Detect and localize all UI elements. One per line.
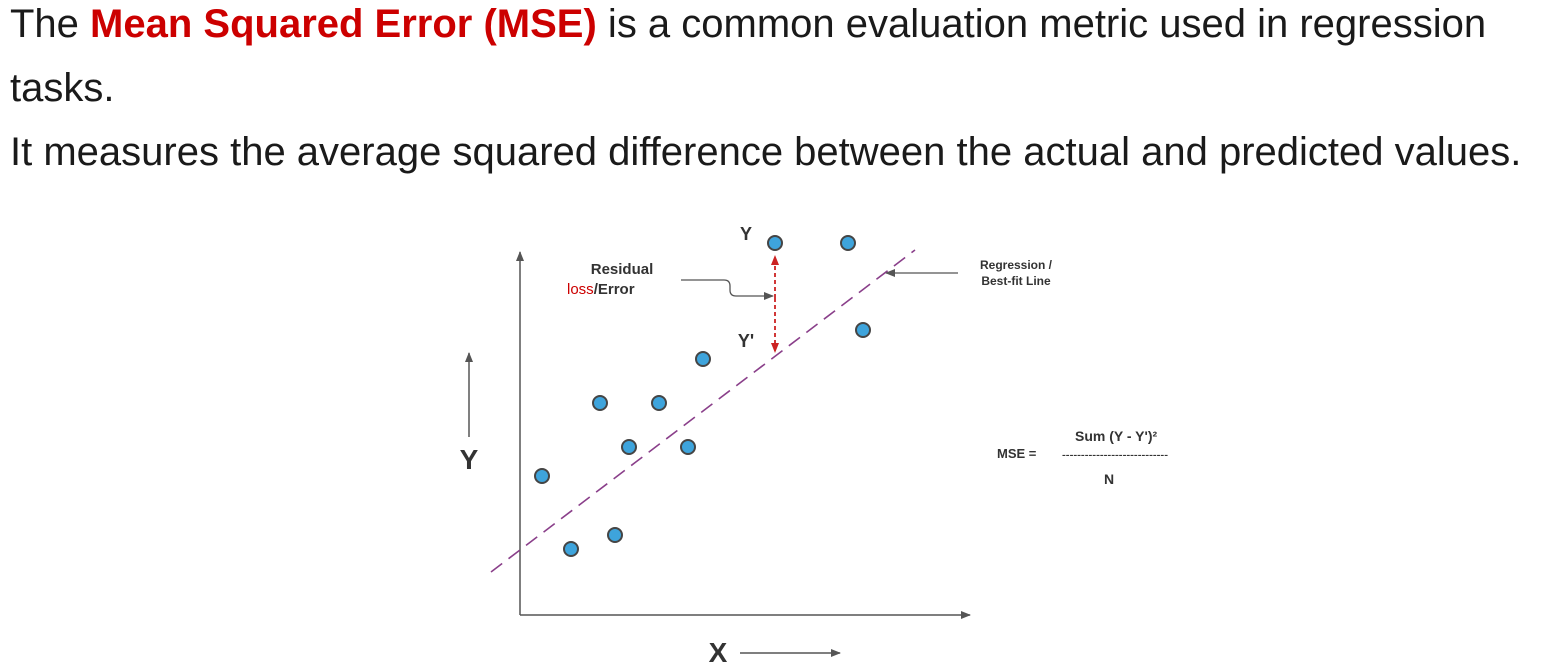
data-point: [607, 527, 623, 543]
mse-term: Mean Squared Error (MSE): [90, 2, 597, 46]
data-point: [840, 235, 856, 251]
residual-pointer: [681, 279, 774, 300]
data-point: [651, 395, 667, 411]
formula-bar: ----------------------------: [1062, 450, 1168, 460]
regression-label-line2: Best-fit Line: [981, 274, 1051, 288]
predicted-value-label: Y': [738, 331, 754, 351]
residual-label: Residual: [591, 261, 654, 278]
data-point: [767, 235, 783, 251]
intro-text: The Mean Squared Error (MSE) is a common…: [10, 0, 1540, 184]
y-axis-label: Y: [460, 444, 479, 475]
data-point: [563, 541, 579, 557]
loss-error-label: loss/Error: [567, 281, 635, 298]
data-point: [621, 439, 637, 455]
data-point: [680, 439, 696, 455]
error-word: /Error: [594, 281, 635, 298]
regression-label-line1: Regression /: [980, 258, 1053, 272]
regression-line: [490, 249, 916, 573]
data-point: [695, 351, 711, 367]
intro-line1-start: The: [10, 2, 91, 46]
intro-line2: It measures the average squared differen…: [10, 130, 1522, 174]
intro-line1-end: is a common evaluation metric used in re…: [10, 2, 1487, 110]
formula-numerator: Sum (Y - Y')²: [1075, 428, 1157, 444]
data-point: [855, 322, 871, 338]
loss-word: loss: [567, 281, 594, 298]
formula-denominator: N: [1104, 471, 1114, 487]
data-point: [534, 468, 550, 484]
actual-value-label: Y: [740, 224, 752, 244]
formula-lhs: MSE =: [997, 446, 1037, 461]
data-point: [592, 395, 608, 411]
x-axis-label: X: [709, 637, 728, 665]
